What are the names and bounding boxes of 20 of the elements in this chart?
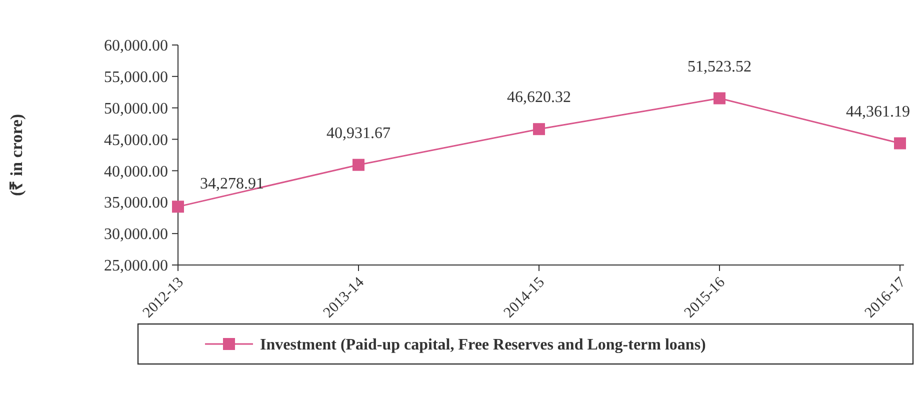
y-tick-label: 45,000.00	[104, 132, 168, 149]
y-tick-label: 30,000.00	[104, 226, 168, 244]
text: 44,361.19	[846, 103, 910, 120]
legend-label: Investment (Paid-up capital, Free Reserves and Long-term loans)	[260, 336, 706, 354]
y-tick-label: 60,000.00	[104, 38, 168, 55]
point	[714, 92, 726, 104]
y-tick-label: 35,000.00	[104, 194, 168, 212]
point	[533, 123, 545, 136]
text: 46,620.32	[507, 89, 571, 106]
text: 40,931.67	[326, 124, 390, 142]
y-tick-label: 50,000.00	[104, 100, 168, 118]
y-tick-label: 40,000.00	[104, 163, 168, 180]
point	[352, 158, 364, 171]
text: 34,278.91	[200, 176, 264, 193]
point	[894, 137, 906, 150]
text: 51,523.52	[688, 58, 752, 76]
y-axis-title: (₹ in crore)	[7, 114, 26, 196]
y-tick-label: 55,000.00	[104, 69, 168, 86]
y-tick-label: 25,000.00	[104, 258, 168, 275]
point	[172, 200, 184, 213]
